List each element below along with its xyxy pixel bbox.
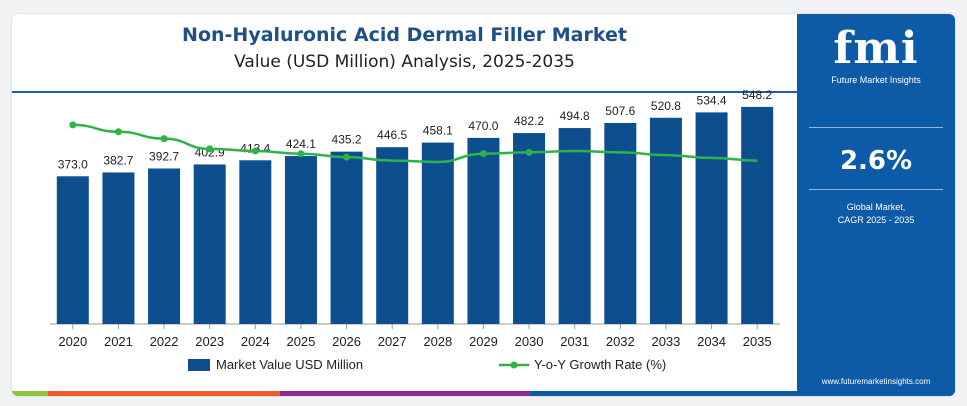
- logo-subtitle: Future Market Insights: [831, 75, 921, 85]
- x-tick-label-2030: 2030: [515, 334, 544, 349]
- bar-value-label-2032: 507.6: [605, 104, 635, 118]
- growth-point-2026: [343, 153, 351, 161]
- x-tick-label-2022: 2022: [150, 334, 179, 349]
- brand-sidebar: fmi Future Market Insights 2.6% Global M…: [797, 14, 955, 396]
- bar-2021: [102, 172, 135, 324]
- bar-value-label-2035: 548.2: [742, 88, 772, 102]
- bar-2031: [558, 128, 591, 324]
- sidebar-divider-top: [809, 127, 943, 128]
- x-tick-label-2028: 2028: [423, 334, 452, 349]
- growth-point-2022: [160, 135, 168, 143]
- bar-value-label-2025: 424.1: [286, 137, 316, 151]
- cagr-label: Global Market, CAGR 2025 - 2035: [797, 201, 955, 227]
- bar-2030: [513, 133, 546, 324]
- bar-2029: [467, 137, 500, 324]
- bar-2024: [239, 160, 272, 324]
- chart-card: Non-Hyaluronic Acid Dermal Filler Market…: [12, 14, 955, 396]
- x-tick-label-2032: 2032: [606, 334, 635, 349]
- cagr-label-line2: CAGR 2025 - 2035: [837, 215, 915, 225]
- legend-swatch-market-value: [188, 359, 210, 371]
- bar-value-label-2033: 520.8: [651, 99, 681, 113]
- bar-2020: [56, 176, 89, 324]
- sidebar-divider-bottom: [809, 189, 943, 190]
- footer-strip-segment: [530, 391, 955, 396]
- legend-marker-growth: [510, 361, 518, 369]
- x-tick-label-2033: 2033: [651, 334, 680, 349]
- bar-2034: [695, 112, 728, 325]
- bar-value-label-2021: 382.7: [103, 153, 133, 167]
- bar-value-label-2027: 446.5: [377, 128, 407, 142]
- footer-strip-segment: [48, 391, 280, 396]
- footer-color-strip: [12, 391, 955, 396]
- bar-value-label-2029: 470.0: [468, 119, 498, 133]
- bar-2033: [649, 117, 682, 324]
- growth-point-2030: [525, 148, 533, 156]
- bar-value-label-2022: 392.7: [149, 149, 179, 163]
- bar-value-label-2031: 494.8: [560, 109, 590, 123]
- chart-title: Non-Hyaluronic Acid Dermal Filler Market: [182, 24, 627, 46]
- x-tick-label-2024: 2024: [241, 334, 270, 349]
- x-tick-label-2029: 2029: [469, 334, 498, 349]
- bar-line-chart: 373.02020382.72021392.72022402.92023413.…: [50, 88, 780, 372]
- x-tick-label-2031: 2031: [560, 334, 589, 349]
- bar-2027: [376, 147, 409, 324]
- bar-value-label-2030: 482.2: [514, 114, 544, 128]
- bar-value-label-2028: 458.1: [423, 124, 453, 138]
- fmi-logo: fmi: [833, 23, 919, 74]
- footer-strip-segment: [280, 391, 530, 396]
- growth-point-2020: [69, 121, 77, 129]
- website-url: www.futuremarketinsights.com: [821, 377, 931, 386]
- cagr-value: 2.6%: [839, 146, 913, 176]
- growth-point-2029: [479, 150, 487, 158]
- growth-point-2024: [251, 147, 259, 155]
- bar-value-label-2020: 373.0: [58, 157, 88, 171]
- x-tick-label-2025: 2025: [286, 334, 315, 349]
- chart-panel: Non-Hyaluronic Acid Dermal Filler Market…: [12, 14, 797, 396]
- legend-label-growth: Y-o-Y Growth Rate (%): [534, 357, 666, 372]
- bar-2032: [604, 122, 637, 324]
- x-tick-label-2034: 2034: [697, 334, 726, 349]
- x-tick-label-2020: 2020: [58, 334, 87, 349]
- x-tick-label-2021: 2021: [104, 334, 133, 349]
- growth-point-2023: [206, 145, 214, 153]
- growth-rate-line: [72, 123, 758, 164]
- bar-2026: [330, 151, 363, 324]
- x-tick-label-2035: 2035: [743, 334, 772, 349]
- bar-value-label-2034: 534.4: [697, 93, 727, 107]
- bar-2025: [284, 156, 317, 324]
- x-tick-label-2023: 2023: [195, 334, 224, 349]
- bar-2035: [741, 106, 774, 324]
- bar-2028: [421, 142, 454, 324]
- growth-point-2025: [297, 150, 305, 158]
- bar-2023: [193, 164, 226, 324]
- legend-label-market-value: Market Value USD Million: [216, 357, 363, 372]
- cagr-label-line1: Global Market,: [846, 202, 906, 212]
- bar-2022: [148, 168, 181, 324]
- chart-subtitle: Value (USD Million) Analysis, 2025-2035: [234, 52, 575, 72]
- title-divider: [12, 91, 797, 93]
- bar-value-label-2026: 435.2: [332, 133, 362, 147]
- footer-strip-segment: [12, 391, 48, 396]
- x-tick-label-2026: 2026: [332, 334, 361, 349]
- growth-point-2021: [114, 128, 122, 136]
- x-tick-label-2027: 2027: [378, 334, 407, 349]
